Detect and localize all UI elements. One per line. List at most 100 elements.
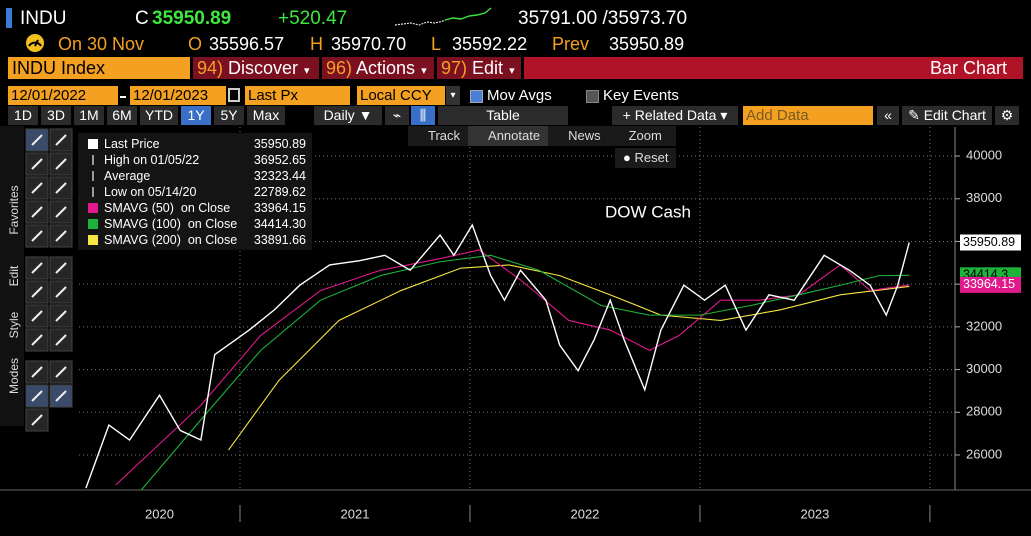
palette-glyph <box>55 286 67 298</box>
prev-label: Prev <box>552 34 590 54</box>
calendar-icon[interactable] <box>228 88 240 102</box>
x-tick-label: 2021 <box>341 506 370 521</box>
legend-value: 22789.62 <box>253 185 306 199</box>
palette-glyph <box>55 182 67 194</box>
currency-select[interactable]: Local CCY <box>357 86 445 105</box>
key-events-checkbox[interactable] <box>586 90 599 103</box>
legend-value: 33964.15 <box>253 201 306 215</box>
palette-glyph <box>31 414 43 426</box>
palette-glyph <box>55 206 67 218</box>
dropdown[interactable]: ▾ <box>446 86 460 105</box>
menu-actions[interactable]: 96) Actions ▾ <box>322 57 434 79</box>
legend-row: Low on 05/14/20 22789.62 <box>82 184 306 200</box>
tool-label: Reset <box>634 150 669 165</box>
palette-glyph <box>55 310 67 322</box>
y-tick-label: 26000 <box>966 446 1002 461</box>
legend-value: 36952.65 <box>253 153 306 167</box>
side-tab: Modes <box>7 358 21 394</box>
low-label: L <box>431 34 442 54</box>
field-select[interactable]: Last Px <box>245 86 350 105</box>
period-button[interactable]: 5Y <box>214 106 244 125</box>
palette-glyph <box>55 334 67 346</box>
date: On 30 Nov <box>58 34 145 54</box>
period-button[interactable]: 3D <box>41 106 71 125</box>
legend-swatch <box>88 139 98 149</box>
palette-glyph <box>31 158 43 170</box>
palette-glyph <box>31 182 43 194</box>
bar-type-icon[interactable]: ⫼ <box>411 106 435 125</box>
palette-glyph <box>55 158 67 170</box>
edit-chart[interactable]: ✎ Edit Chart <box>902 106 992 125</box>
legend-label: Average <box>104 169 151 183</box>
series-line <box>228 264 910 451</box>
settings[interactable]: ⚙ <box>995 106 1019 125</box>
legend-label: SMAVG (100) on Close <box>104 217 238 231</box>
bid-ask: 35791.00 /35973.70 <box>518 8 688 29</box>
date-dash <box>120 96 126 98</box>
legend-swatch <box>92 187 94 197</box>
tool-button[interactable]: News <box>568 128 601 143</box>
period-button[interactable]: 1D <box>8 106 38 125</box>
palette-glyph <box>31 286 43 298</box>
ticker: INDU <box>20 8 67 29</box>
collapse[interactable]: « <box>877 106 899 125</box>
legend-row: SMAVG (200) on Close 33891.66 <box>82 232 306 248</box>
y-tick-label: 30000 <box>966 361 1002 376</box>
end-label: 35950.89 <box>963 235 1015 249</box>
security-box[interactable]: INDU Index <box>8 57 190 79</box>
add-data-input[interactable]: Add Data <box>743 106 873 125</box>
x-tick-label: 2020 <box>145 506 174 521</box>
series-line <box>115 249 910 486</box>
status-bar <box>6 8 12 28</box>
menu-edit[interactable]: 97) Edit ▾ <box>437 57 521 79</box>
frequency[interactable]: Daily ▼ <box>314 106 382 125</box>
x-tick-label: 2022 <box>570 506 599 521</box>
end-date[interactable]: 12/01/2023 <box>130 86 226 105</box>
legend-label: SMAVG (50) on Close <box>104 201 231 215</box>
palette-glyph <box>31 230 43 242</box>
legend-value: 35950.89 <box>253 137 306 151</box>
period-button[interactable]: 1Y <box>181 106 211 125</box>
period-button[interactable]: YTD <box>140 106 178 125</box>
period-button[interactable]: 6M <box>107 106 137 125</box>
menu-label: Discover <box>228 58 299 78</box>
legend-label: High on 01/05/22 <box>104 153 200 167</box>
legend-swatch <box>88 219 98 229</box>
tool-button[interactable]: Track <box>428 128 461 143</box>
palette-glyph <box>31 206 43 218</box>
y-tick-label: 28000 <box>966 404 1002 419</box>
legend-value: 34414.30 <box>253 217 306 231</box>
start-date[interactable]: 12/01/2022 <box>8 86 118 105</box>
key-events-label: Key Events <box>603 87 679 104</box>
x-tick-label: 2023 <box>800 506 829 521</box>
y-tick-label: 40000 <box>966 147 1002 162</box>
legend-row: Average 32323.44 <box>82 168 306 184</box>
legend-value: 32323.44 <box>253 169 306 183</box>
legend-label: Low on 05/14/20 <box>104 185 197 199</box>
menu-discover[interactable]: 94) Discover ▾ <box>193 57 319 79</box>
period-buttons: 1D 3D 1M 6M YTD 1Y 5Y Max <box>8 106 285 125</box>
mov-avgs-label: Mov Avgs <box>487 87 552 104</box>
tool-button[interactable]: Annotate <box>468 126 549 146</box>
legend-swatch <box>92 155 94 165</box>
chart-type-icon[interactable]: ⌁ <box>385 106 409 125</box>
legend-row: High on 01/05/22 36952.65 <box>82 152 306 168</box>
close: 35950.89 <box>152 8 232 29</box>
open-label: O <box>188 34 203 54</box>
palette-glyph <box>31 310 43 322</box>
tool-button[interactable]: Zoom <box>628 128 662 143</box>
table-button[interactable]: Table <box>438 106 568 125</box>
legend-row: SMAVG (100) on Close 34414.30 <box>82 216 306 232</box>
palette-glyph <box>55 230 67 242</box>
related-data[interactable]: + Related Data ▾ <box>612 106 738 125</box>
period-button[interactable]: 1M <box>74 106 104 125</box>
palette-glyph <box>55 134 67 146</box>
palette-glyph <box>31 262 43 274</box>
period-button[interactable]: Max <box>247 106 285 125</box>
reset-button[interactable]: ● Reset <box>615 148 676 168</box>
y-tick-label: 32000 <box>966 318 1002 333</box>
palette-glyph <box>31 134 43 146</box>
mov-avgs-checkbox[interactable] <box>470 90 483 103</box>
legend-swatch <box>88 203 98 213</box>
